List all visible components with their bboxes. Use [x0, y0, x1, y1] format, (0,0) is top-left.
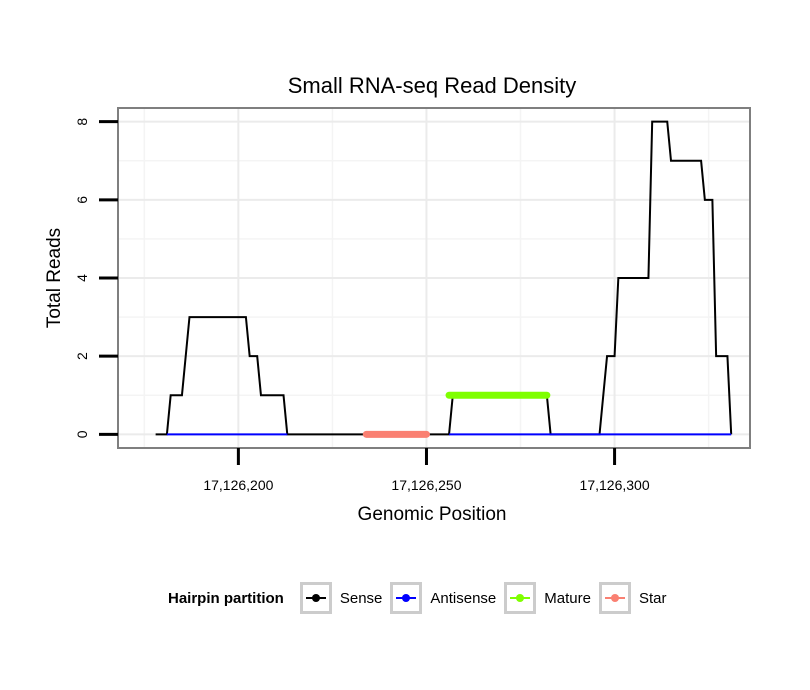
legend-key-star — [598, 582, 631, 614]
legend-label-mature: Mature — [544, 589, 591, 607]
legend-label-star: Star — [638, 589, 667, 607]
axes: 17,126,200 17,126,250 17,126,300 0 2 4 6 8 — [74, 118, 650, 493]
legend: Hairpin partition Sense Antisense Mature… — [168, 577, 674, 619]
series-sense-line — [155, 120, 733, 436]
x-axis-label: Genomic Position — [358, 504, 507, 525]
y-tick-label: 0 — [74, 430, 90, 438]
x-tick-label: 17,126,200 — [203, 477, 273, 493]
y-axis-label: Total Reads — [44, 228, 65, 328]
legend-label-antisense: Antisense — [430, 589, 497, 607]
legend-key-sense — [299, 582, 332, 614]
y-tick-label: 4 — [74, 274, 90, 282]
x-tick-label: 17,126,250 — [391, 477, 461, 493]
legend-item-sense: Sense — [299, 582, 383, 614]
legend-item-mature: Mature — [504, 582, 591, 614]
y-tick-label: 8 — [74, 118, 90, 126]
legend-title: Hairpin partition — [168, 589, 284, 607]
legend-key-antisense — [390, 582, 423, 614]
legend-item-star: Star — [598, 582, 667, 614]
legend-key-mature — [504, 582, 537, 614]
legend-label-sense: Sense — [339, 589, 383, 607]
y-tick-label: 2 — [74, 352, 90, 360]
legend-item-antisense: Antisense — [390, 582, 496, 614]
y-tick-label: 6 — [74, 196, 90, 204]
series-layer — [155, 120, 733, 438]
chart-title: Small RNA-seq Read Density — [288, 73, 577, 98]
x-tick-label: 17,126,300 — [580, 477, 650, 493]
